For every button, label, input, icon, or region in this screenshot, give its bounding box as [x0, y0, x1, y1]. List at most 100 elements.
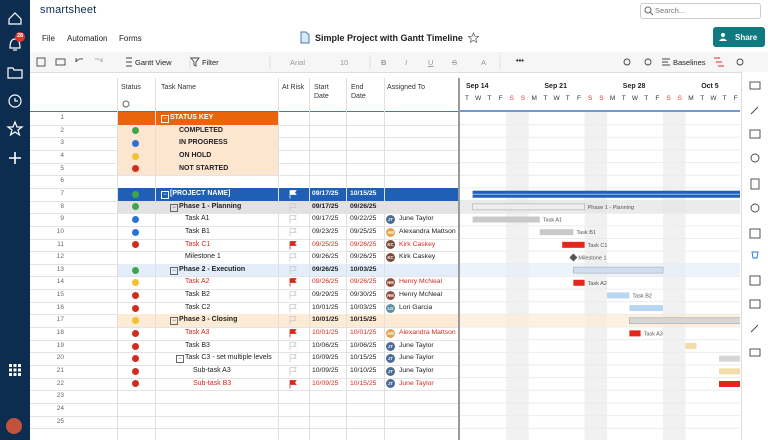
save-icon[interactable] — [36, 57, 46, 67]
assignee-name: June Taylor — [399, 215, 434, 223]
share-button[interactable] — [713, 27, 765, 47]
avatar: JT — [386, 341, 395, 351]
baselines-button[interactable]: Baselines — [673, 58, 706, 67]
filter-icon[interactable] — [190, 57, 200, 67]
filter-button[interactable]: Filter — [202, 58, 219, 67]
comments-icon[interactable] — [749, 81, 761, 90]
zoom-out[interactable] — [623, 58, 631, 66]
video-icon[interactable] — [749, 348, 761, 357]
row-number: 19 — [56, 341, 64, 349]
favorite-icon[interactable] — [6, 120, 24, 137]
recent-icon[interactable] — [8, 94, 22, 108]
status-header-icon — [122, 100, 130, 108]
at-risk-flag[interactable] — [289, 189, 297, 199]
column-header[interactable]: Status — [121, 84, 141, 91]
summary-icon[interactable] — [750, 203, 760, 213]
more-button[interactable]: ••• — [516, 56, 524, 65]
at-risk-flag[interactable] — [289, 367, 297, 376]
task-name: Task A2 — [185, 278, 210, 286]
font-size-select[interactable]: 10 — [340, 58, 349, 67]
strike-button[interactable]: S — [452, 58, 458, 67]
tag-icon[interactable] — [750, 324, 759, 333]
at-risk-flag[interactable] — [289, 291, 297, 300]
sheet-title: Simple Project with Gantt Timeline — [315, 33, 463, 43]
at-risk-flag[interactable] — [289, 265, 297, 275]
at-risk-flag[interactable] — [289, 379, 297, 389]
at-risk-flag[interactable] — [289, 215, 297, 224]
apps-icon[interactable] — [9, 364, 21, 376]
toolbar — [30, 52, 768, 73]
view-icon[interactable] — [126, 57, 132, 67]
column-header[interactable]: Start Date — [314, 84, 329, 100]
row-line — [30, 402, 458, 404]
publish-icon[interactable] — [750, 178, 760, 190]
reports-icon[interactable] — [749, 275, 761, 286]
assignee-name: Alexandra Mattson — [399, 329, 456, 337]
update-icon[interactable] — [749, 299, 761, 309]
search-placeholder: Search... — [655, 6, 686, 15]
zoom-in[interactable] — [644, 58, 652, 66]
column-header[interactable]: End Date — [351, 84, 366, 100]
at-risk-flag[interactable] — [289, 303, 297, 313]
view-switcher[interactable]: Gantt View — [135, 58, 172, 67]
at-risk-flag[interactable] — [289, 329, 297, 338]
folder-icon[interactable] — [7, 67, 23, 79]
at-risk-flag[interactable] — [289, 354, 297, 363]
bold-button[interactable]: B — [381, 58, 387, 67]
gantt-bar — [719, 355, 740, 362]
favorite-star[interactable] — [468, 32, 479, 43]
activity-icon[interactable] — [750, 153, 760, 163]
column-header[interactable]: Task Name — [161, 84, 197, 91]
column-header[interactable]: At Risk — [282, 84, 305, 91]
gantt-chart: Sep 14 Sep 21 Sep 28 Oct 5T W T F S S M T W T F S S M T W T… — [460, 83, 740, 440]
text-color-button[interactable]: A — [481, 58, 487, 67]
search-box[interactable] — [640, 3, 761, 19]
gantt-bar — [573, 279, 585, 286]
forms-icon[interactable] — [749, 228, 761, 239]
column-header[interactable]: Assigned To — [387, 84, 426, 91]
menu-item[interactable]: Automation — [67, 34, 108, 43]
start-date: 09/23/25 — [312, 227, 339, 235]
menu-item[interactable]: File — [42, 34, 55, 43]
underline-button[interactable]: U — [428, 58, 434, 67]
day-label: S — [510, 95, 515, 102]
end-date: 10/03/25 — [350, 303, 377, 311]
proofing-icon[interactable] — [749, 129, 761, 139]
logo[interactable]: smartsheet — [40, 4, 97, 16]
undo-icon[interactable] — [75, 58, 84, 63]
attachments-icon[interactable] — [750, 106, 759, 115]
home-icon[interactable] — [8, 12, 22, 25]
at-risk-flag[interactable] — [289, 202, 297, 212]
task-name: Task B1 — [185, 227, 210, 235]
row-number: 25 — [56, 417, 64, 425]
at-risk-flag[interactable] — [289, 278, 297, 287]
status-dot — [132, 367, 139, 375]
user-avatar[interactable] — [6, 418, 22, 434]
print-icon[interactable] — [55, 58, 66, 66]
bridge-icon[interactable] — [751, 251, 759, 259]
at-risk-flag[interactable] — [289, 253, 297, 262]
end-date: 09/26/25 — [350, 278, 377, 286]
task-name: Task C2 — [185, 303, 211, 311]
assignee-name: June Taylor — [399, 341, 434, 349]
row-line — [30, 175, 458, 177]
row-line — [30, 339, 458, 341]
task-name: Phase 1 - Planning — [179, 202, 242, 210]
menu-item[interactable]: Forms — [119, 34, 142, 43]
at-risk-flag[interactable] — [289, 240, 297, 250]
critical-path-icon[interactable] — [714, 57, 724, 67]
at-risk-flag[interactable] — [289, 316, 297, 325]
at-risk-flag[interactable] — [289, 227, 297, 237]
create-icon[interactable] — [9, 152, 21, 164]
row-number: 5 — [60, 164, 64, 172]
day-label: T — [487, 95, 491, 102]
redo-icon[interactable] — [94, 58, 103, 63]
gantt-bar — [562, 241, 585, 248]
at-risk-flag[interactable] — [289, 341, 297, 351]
settings-icon[interactable] — [736, 58, 744, 66]
baselines-icon[interactable] — [662, 58, 670, 66]
bell-icon[interactable] — [9, 38, 21, 51]
italic-button[interactable]: I — [405, 58, 408, 67]
font-select[interactable]: Arial — [290, 58, 306, 67]
key-fill — [117, 162, 278, 176]
